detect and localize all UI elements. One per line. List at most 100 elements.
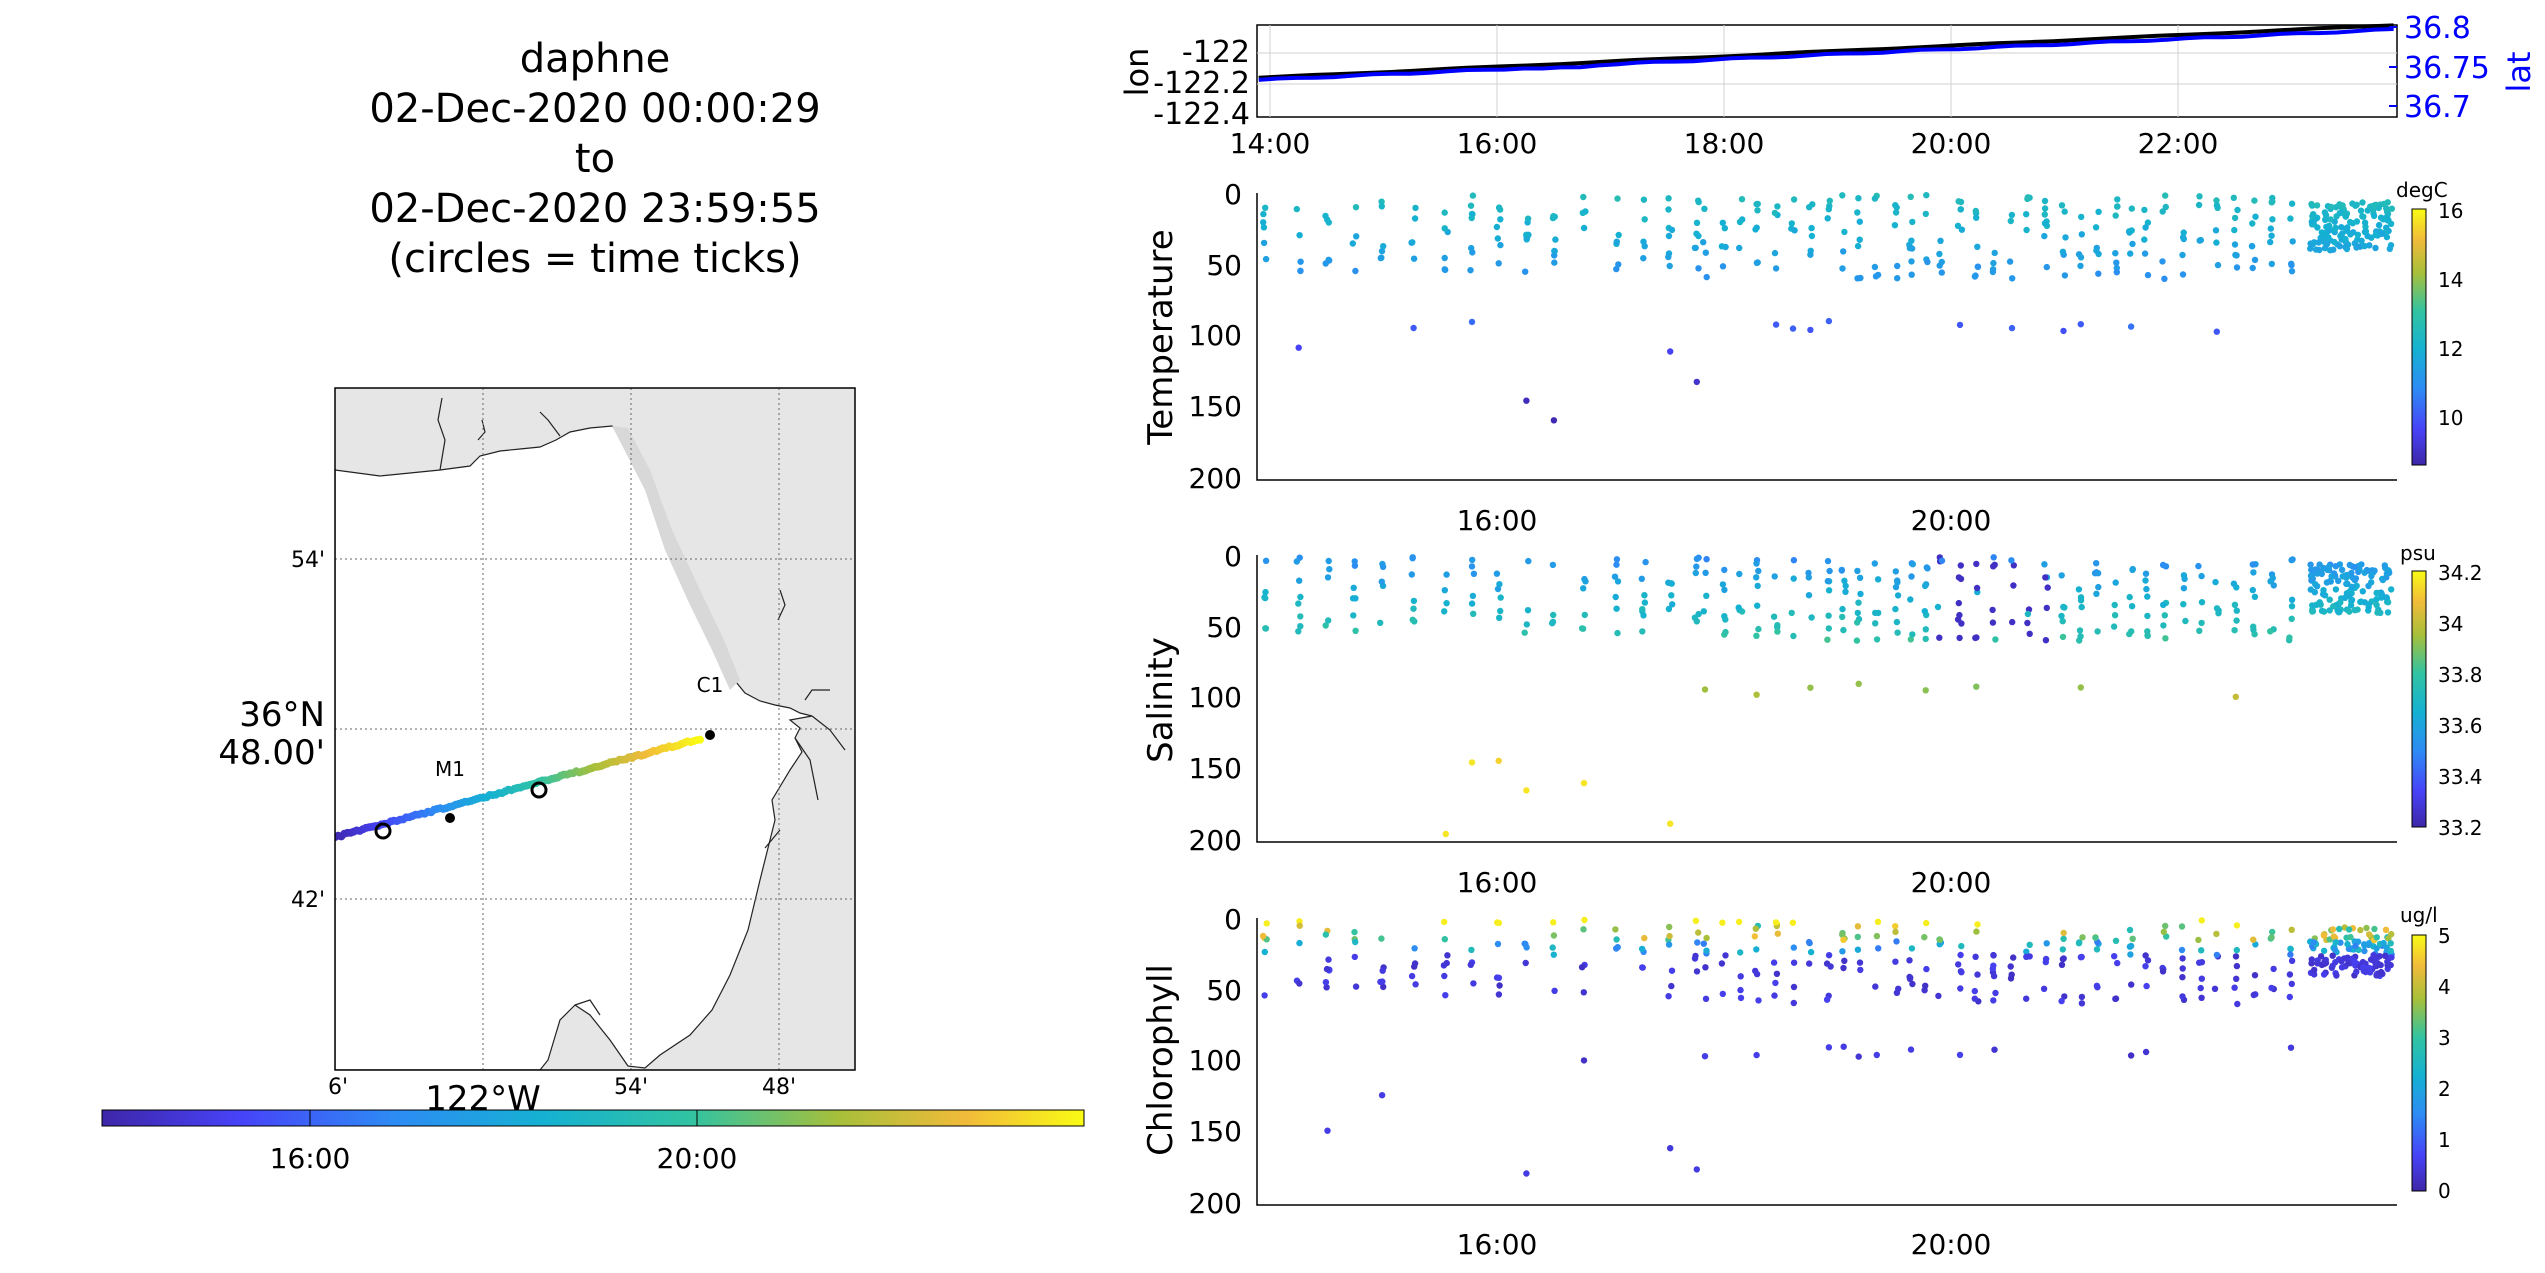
salinity-point [1826,567,1833,575]
temperature-point [2313,202,2321,209]
temperature-point [1380,243,1387,250]
chlorophyll-point [2314,960,2321,967]
temperature-point [1497,216,1504,223]
chlorophyll-point [2345,926,2353,933]
chlorophyll-point [1442,992,1449,999]
temperature-point [1695,232,1702,240]
salinity-point [1468,759,1476,766]
salinity-point [1921,582,1929,590]
salinity-scatter [1261,554,2395,838]
chlorophyll-point [1470,980,1477,987]
salinity-point [2160,601,2167,609]
salinity-point [2126,630,2133,638]
temperature-point [2323,223,2330,231]
chlorophyll-point [1873,1051,1881,1059]
salinity-point [1856,574,1864,581]
chlorophyll-point [1922,982,1929,989]
salinity-point [2095,583,2102,591]
time-tick: 22:00 [2138,127,2219,160]
temperature-point [2129,240,2136,248]
chlorophyll-point [2179,993,2186,1000]
temperature-point [2077,321,2084,328]
salinity-point [1753,574,1760,581]
chlorophyll-point [1722,952,1729,959]
salinity-point [2339,573,2346,580]
temperature-point [1260,219,1267,226]
chlorophyll-point [2234,1000,2241,1008]
chlorophyll-point [1613,936,1620,943]
salinity-point [1638,575,1646,582]
chlorophyll-point [1992,989,1999,997]
chlorophyll-point [1700,940,1708,947]
chlorophyll-point [1444,952,1451,959]
temperature-point [1615,261,1622,268]
salinity-point [1297,613,1304,620]
salinity-point [1973,634,1980,641]
temperature-point [2041,220,2049,227]
temperature-point [1522,268,1529,275]
chlorophyll-point [2233,946,2240,954]
chlorophyll-point [1263,920,1270,927]
map-lon-tick: 48' [762,1075,796,1100]
salinity-point [2144,612,2151,620]
salinity-point [2180,572,2188,579]
chlorophyll-point [1494,940,1502,948]
salinity-point [2077,684,2084,691]
chlorophyll-point [2042,958,2049,966]
temperature-point [2213,239,2220,246]
temperature-point [1552,236,1559,243]
temperature-point [1693,219,1701,226]
temperature-point [2349,200,2356,207]
chlorophyll-point [2308,956,2315,963]
temperature-point [1411,215,1419,222]
chlorophyll-point [1773,970,1781,977]
lat-tick: 36.7 [2404,90,2471,125]
salinity-point [2289,556,2296,563]
temperature-point [2234,206,2241,214]
salinity-point [2288,603,2296,610]
temperature-point [2308,218,2315,225]
temperature-point [1825,317,1833,325]
chlorophyll-point [1322,979,1330,986]
chlorophyll-point [1923,965,1930,973]
temperature-point [1262,255,1270,263]
temperature-point [1856,218,1864,225]
temperature-point [2062,234,2069,241]
temperature-point [2251,197,2258,204]
chlorophyll-point [2111,953,2118,960]
temperature-point [1825,206,1833,213]
chlorophyll-point [2385,935,2392,942]
temperature-point [2251,256,2259,264]
temperature-point [1551,247,1558,255]
salinity-point [1857,590,1864,598]
salinity-point [1736,570,1743,578]
salinity-point [2094,628,2101,635]
chlorophyll-point [1839,948,1846,955]
title-start-time: 02-Dec-2020 00:00:29 [369,86,821,132]
map-lat-major: 36°N [239,695,325,735]
temperature-point [1955,198,1962,205]
temperature-point [2372,231,2379,239]
temperature-point [1909,218,1916,226]
salinity-point [2328,573,2335,580]
temperature-point [2327,203,2335,211]
chlorophyll-point [2162,922,2169,930]
chlorophyll-point [1751,933,1759,940]
chlorophyll-point [1296,939,1303,947]
temperature-point [1808,232,1816,240]
salinity-point [1825,612,1832,619]
salinity-point [1892,605,1899,613]
salinity-point [2213,605,2221,612]
chlorophyll-point [2345,945,2353,953]
salinity-point [1909,631,1916,638]
chlorophyll-point [2332,939,2339,946]
temperature-point [1923,192,1930,199]
chlorophyll-point [1857,966,1864,974]
salinity-point [1470,570,1478,577]
salinity-point [2365,604,2372,611]
temperature-point [1840,248,1847,255]
salinity-point [2379,576,2387,584]
salinity-point [2010,562,2018,569]
chlorophyll-point [2026,941,2033,948]
chlorophyll-point [1701,1053,1709,1060]
